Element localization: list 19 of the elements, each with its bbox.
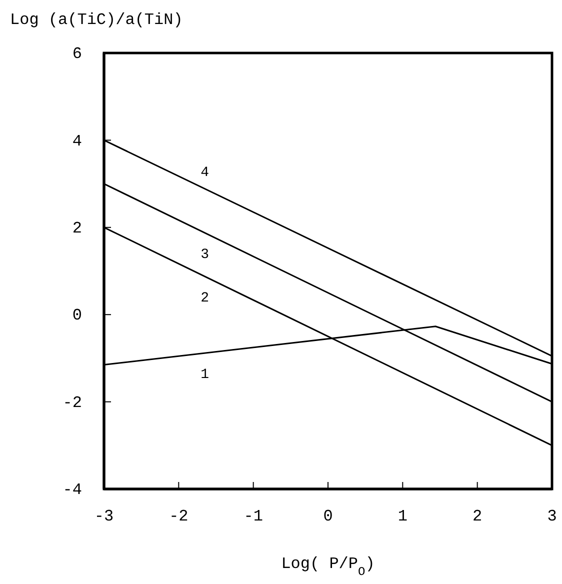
series-label: 2 [200,290,210,306]
x-tick-label: 2 [472,507,482,526]
series-label: 1 [200,366,210,383]
x-tick-label: 0 [323,507,333,526]
series-label: 3 [200,246,210,263]
x-tick-label: 3 [547,507,557,526]
y-tick-label: 6 [72,45,82,64]
y-tick-label: 4 [72,132,82,150]
y-axis-title: Log (a(TiC)/a(TiN) [10,11,183,29]
x-tick-label: 1 [398,507,408,526]
y-tick-label: -2 [62,394,82,412]
x-tick-label: -1 [244,507,263,526]
y-tick-label: 0 [72,306,82,325]
x-axis-title: Log( P/P$_{O}$) [281,555,375,579]
y-tick-label: 2 [72,220,82,238]
x-tick-label: -2 [169,507,188,526]
x-tick-label: -3 [94,507,114,526]
series-label: 4 [200,164,210,180]
y-tick-label: -4 [62,481,82,500]
